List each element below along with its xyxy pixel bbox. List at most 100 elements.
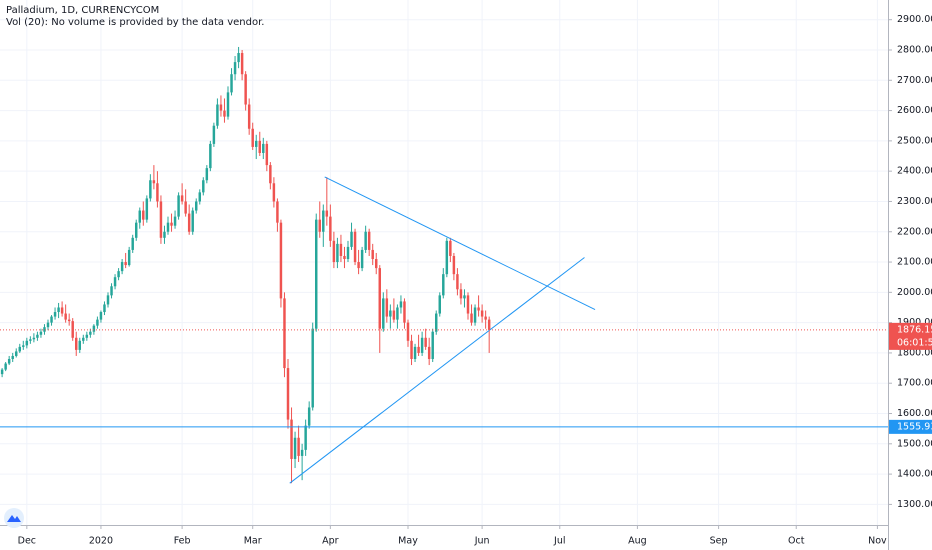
x-tick-label: 2020	[89, 536, 113, 547]
x-tick-label: Jun	[474, 536, 490, 547]
x-tick-label: Nov	[868, 536, 887, 547]
logo[interactable]	[4, 508, 24, 528]
candle-body	[343, 255, 346, 260]
candle-body	[318, 219, 321, 232]
candle-body	[480, 310, 484, 317]
x-tick-label: Aug	[628, 536, 647, 547]
y-tick-label: 2700.00	[897, 75, 932, 86]
candle-body	[145, 198, 149, 220]
candle-body	[459, 289, 463, 299]
candle-body	[427, 346, 431, 359]
candle-body	[339, 243, 343, 256]
y-tick-label: 1900.00	[897, 317, 932, 328]
candle-body	[120, 262, 124, 272]
candle-body	[75, 337, 78, 350]
candle-body	[187, 213, 191, 232]
horizontal-line-label-bg	[889, 419, 932, 434]
candle-body	[113, 277, 117, 287]
candle-body	[304, 425, 307, 450]
candle-body	[166, 222, 170, 232]
candle-body	[276, 201, 279, 223]
candle-body	[0, 369, 4, 375]
x-tick-label: Jul	[553, 536, 565, 547]
candle-body	[300, 449, 304, 456]
x-tick-label: Oct	[788, 536, 805, 547]
candle-body	[385, 298, 389, 317]
logo-icon[interactable]	[7, 515, 21, 522]
x-tick-label: May	[398, 536, 418, 547]
candle-body	[420, 337, 424, 353]
candle-body	[487, 319, 491, 330]
y-tick-label: 1300.00	[897, 499, 932, 510]
y-tick-label: 2600.00	[897, 105, 932, 116]
y-tick-label: 2100.00	[897, 257, 932, 268]
candle-body	[149, 180, 152, 199]
y-tick-label: 2900.00	[897, 14, 932, 25]
candle-body	[39, 331, 43, 335]
candle-body	[15, 351, 18, 356]
y-tick-label: 1500.00	[897, 438, 932, 449]
y-tick-label: 1400.00	[897, 469, 932, 480]
candle-body	[67, 319, 71, 322]
candle-body	[177, 195, 180, 217]
candle-body	[371, 249, 374, 260]
y-tick-label: 1700.00	[897, 378, 932, 389]
candle-body	[53, 312, 57, 317]
candle-body	[396, 307, 399, 320]
candle-body	[283, 298, 286, 369]
candle-body	[452, 255, 456, 275]
candle-body	[410, 340, 413, 359]
candle-body	[286, 368, 290, 420]
candle-body	[445, 240, 449, 275]
candle-body	[375, 259, 378, 269]
candle-body	[329, 216, 332, 241]
candle-body	[406, 322, 410, 341]
y-tick-label: 2400.00	[897, 166, 932, 177]
candle-body	[449, 240, 452, 256]
candle-body	[272, 183, 276, 202]
candle-body	[332, 240, 336, 263]
candle-body	[463, 295, 466, 299]
y-tick-label: 2800.00	[897, 44, 932, 55]
candle-body	[262, 143, 265, 153]
candle-body	[251, 128, 254, 147]
candle-body	[293, 437, 297, 459]
candle-body	[124, 262, 127, 266]
candle-body	[364, 231, 367, 250]
candle-body	[325, 210, 329, 217]
y-tick-label: 2000.00	[897, 287, 932, 298]
candle-body	[322, 210, 325, 232]
candle-body	[357, 262, 360, 269]
horizontal-line-label: 1555.93	[897, 421, 932, 432]
candle-body	[297, 437, 300, 456]
candle-body	[131, 237, 134, 250]
y-tick-label: 2300.00	[897, 196, 932, 207]
candle-body	[353, 231, 357, 263]
candle-body	[346, 246, 350, 260]
candle-body	[184, 201, 187, 214]
x-tick-label: Mar	[244, 536, 262, 547]
candle-body	[92, 325, 96, 332]
candle-body	[142, 210, 145, 220]
candle-body	[36, 334, 39, 338]
candle-body	[152, 180, 156, 184]
candle-body	[290, 419, 293, 459]
candle-body	[96, 319, 99, 326]
candle-body	[244, 74, 247, 105]
candle-body	[110, 286, 113, 296]
candle-body	[163, 231, 166, 238]
candle-body	[477, 307, 480, 311]
candle-body	[180, 195, 184, 202]
candle-body	[103, 304, 106, 313]
candle-body	[18, 346, 21, 352]
candle-body	[117, 271, 120, 278]
candle-body	[442, 274, 445, 296]
candle-body	[413, 346, 417, 359]
candle-body	[50, 316, 53, 323]
candle-body	[311, 328, 314, 408]
candle-body	[11, 355, 14, 359]
candle-body	[389, 310, 392, 317]
candle-body	[25, 340, 29, 346]
candle-body	[106, 295, 110, 305]
x-tick-label: Dec	[18, 536, 36, 547]
